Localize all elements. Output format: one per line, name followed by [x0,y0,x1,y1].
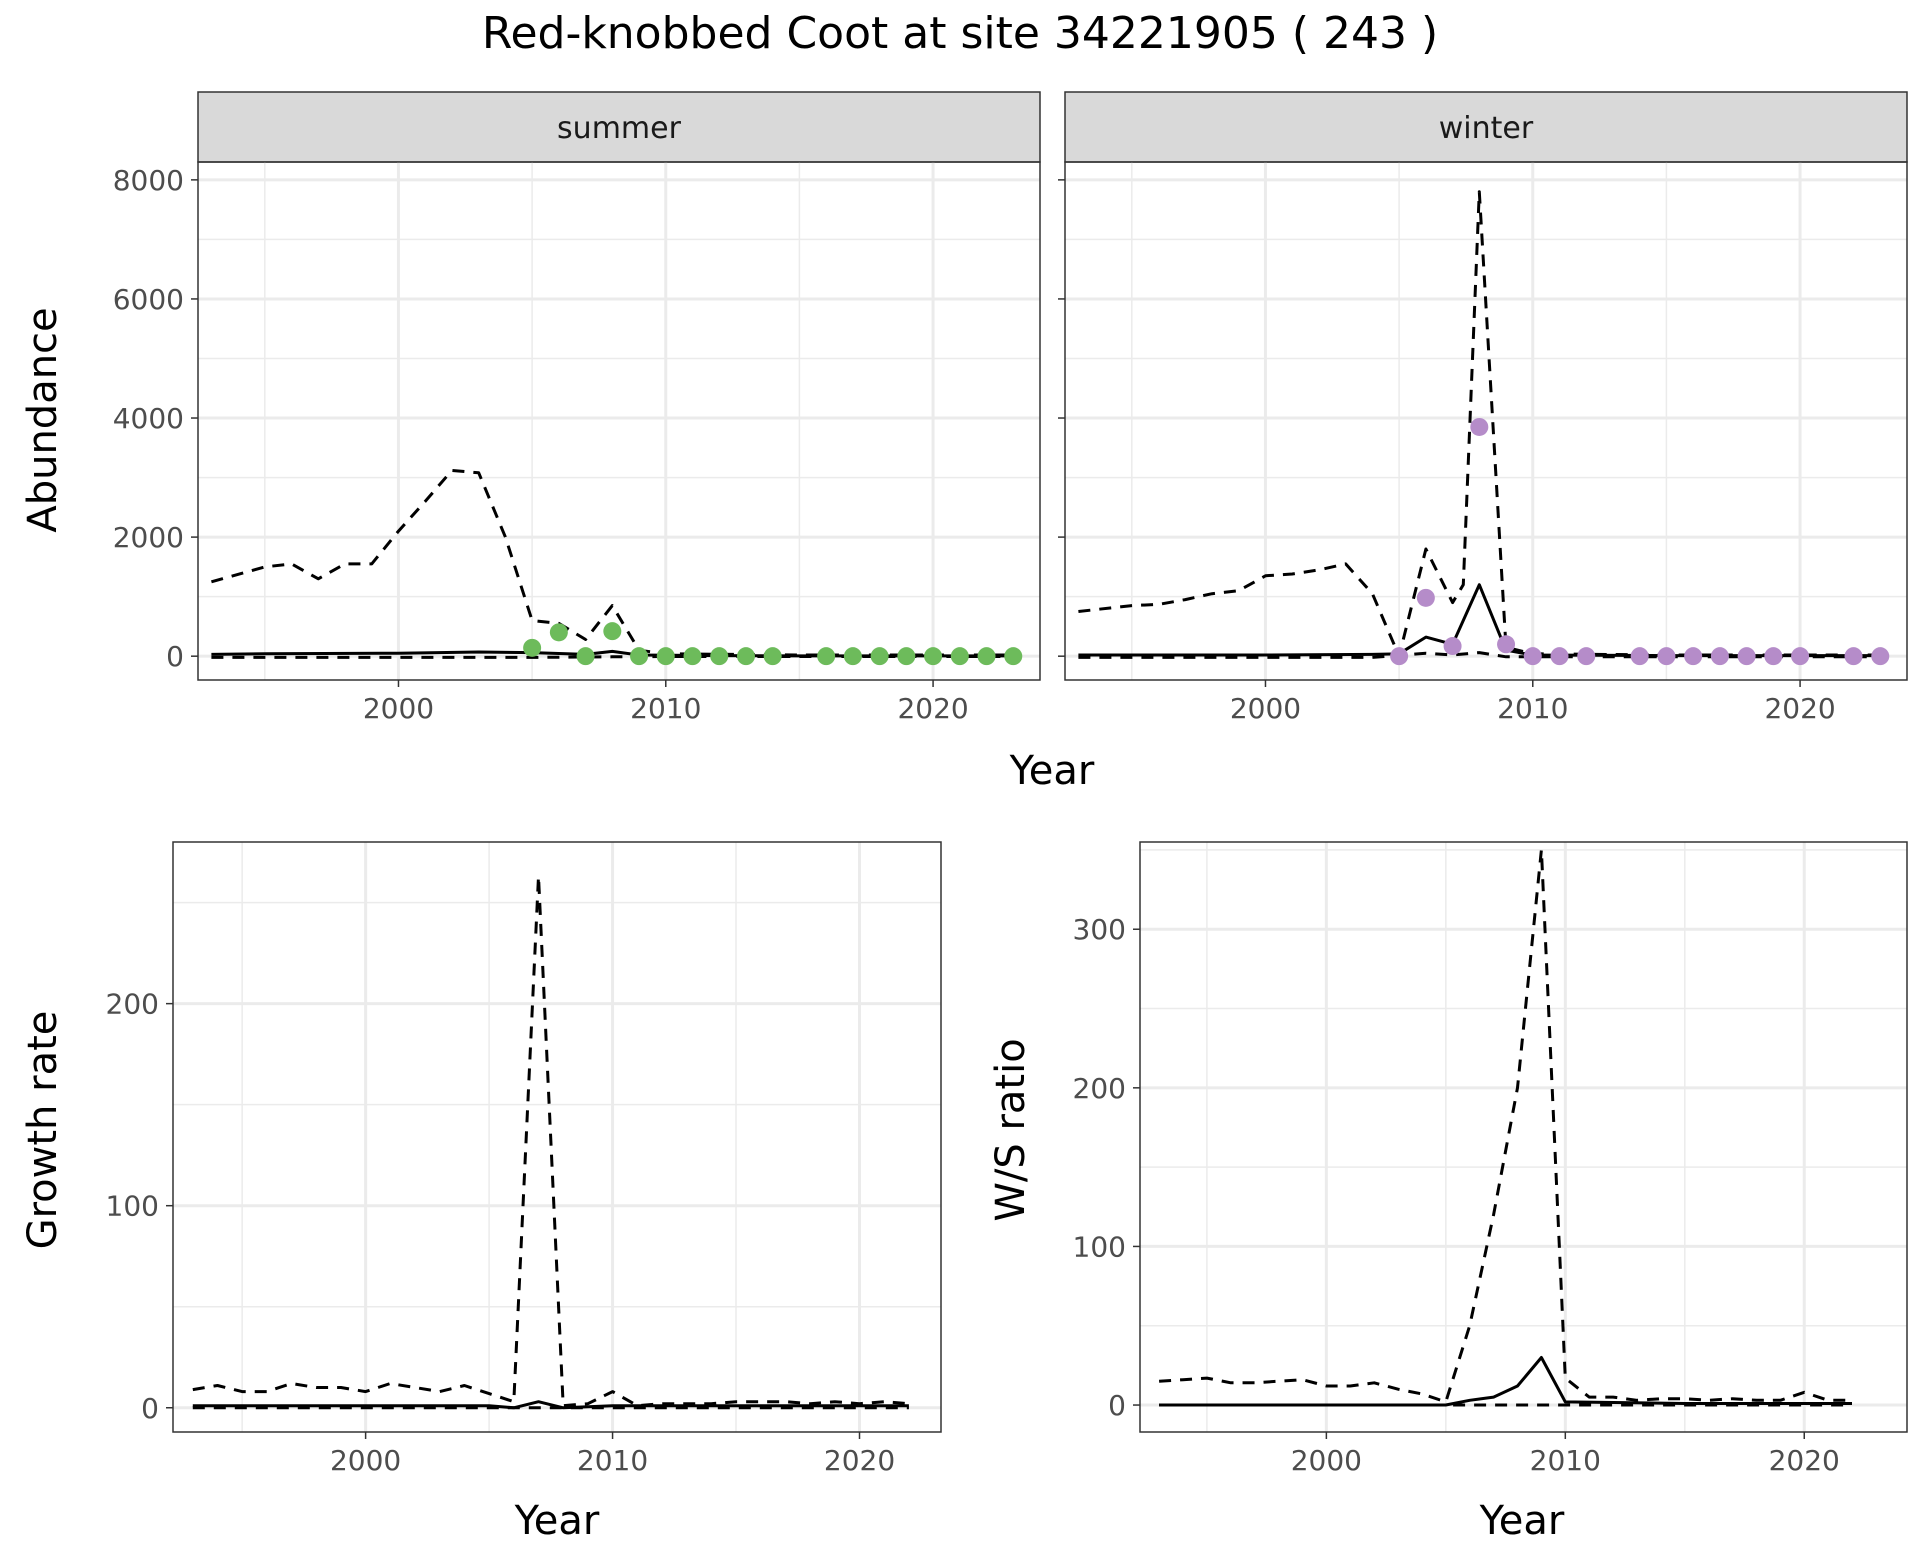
summer-data-point [950,647,969,666]
ratio-y-tick-label: 300 [1073,913,1126,946]
winter-x-tick-label: 2000 [1230,692,1301,725]
summer-x-tick-label: 2010 [630,692,701,725]
growth-panel-border [172,841,942,1433]
summer-data-point [924,647,943,666]
summer-data-point [870,647,889,666]
plot-ratio: 2000 2010 2020 0 100 200 300 [1073,841,1908,1477]
ratio-series-solid-line-0 [1159,1356,1852,1407]
winter-data-point [1523,647,1542,666]
growth-ylabel: Growth rate [20,1011,66,1250]
summer-y-tick-label: 0 [166,640,184,673]
winter-data-point [1443,637,1462,656]
growth-series-solid-line-0 [192,1400,909,1410]
summer-data-point [710,647,729,666]
winter-data-point [1577,647,1596,666]
summer-data-point [549,623,568,642]
ratio-y-tick-label: 0 [1108,1389,1126,1422]
summer-y-tick-label: 2000 [113,521,184,554]
summer-data-point [817,647,836,666]
summer-y-tick-label: 8000 [113,164,184,197]
ratio-y-tick-label: 100 [1073,1230,1126,1263]
ratio-y-tick-label: 200 [1073,1072,1126,1105]
winter-data-point [1630,647,1649,666]
summer-data-point [656,647,675,666]
growth-x-tick-label: 2020 [824,1444,895,1477]
summer-data-point [683,647,702,666]
panel-winter: winter 2000 2010 2020 [1058,91,1908,725]
winter-data-point [1737,647,1756,666]
ratio-x-tick-label: 2020 [1769,1444,1840,1477]
top-ylabel: Abundance [20,307,66,532]
winter-data-point [1710,647,1729,666]
growth-x-tick-label: 2000 [330,1444,401,1477]
winter-data-point [1764,647,1783,666]
winter-data-point [1844,647,1863,666]
winter-series-dashed-line-2 [1078,190,1881,658]
ratio-series-dashed-line-2 [1159,848,1852,1404]
growth-x-tick-label: 2010 [577,1444,648,1477]
plot-growth: 2000 2010 2020 0 100 200 [106,841,942,1477]
strip-summer-bg [197,91,1041,163]
summer-x-tick-label: 2000 [363,692,434,725]
strip-winter-label: winter [1439,111,1534,146]
ratio-ylabel: W/S ratio [988,1038,1034,1221]
winter-data-point [1416,588,1435,607]
ratio-panel-border [1139,841,1908,1433]
winter-data-point [1497,635,1516,654]
summer-x-tick-label: 2020 [897,692,968,725]
growth-xlabel: Year [514,1498,600,1544]
winter-data-point [1390,647,1409,666]
winter-data-point [1550,647,1569,666]
winter-data-point [1470,417,1489,436]
plot-summer: 2000 2010 2020 0 2000 4000 6000 8000 [113,161,1041,725]
summer-data-point [576,647,595,666]
summer-panel-border [197,161,1041,681]
winter-data-point [1684,647,1703,666]
chart-title: Red-knobbed Coot at site 34221905 ( 243 … [482,8,1438,59]
strip-summer-label: summer [557,111,682,146]
summer-y-tick-label: 6000 [113,283,184,316]
strip-winter-bg [1064,91,1908,163]
summer-data-point [523,638,542,657]
growth-y-tick-label: 100 [106,1190,159,1223]
top-xlabel: Year [1009,748,1095,794]
summer-data-point [897,647,916,666]
summer-data-point [603,622,622,641]
ratio-x-tick-label: 2010 [1530,1444,1601,1477]
winter-data-point [1871,647,1890,666]
winter-panel-border [1064,161,1908,681]
panel-summer: summer 2000 2010 2020 0 2000 4000 6000 8000 [113,91,1041,725]
summer-data-point [843,647,862,666]
summer-data-point [630,647,649,666]
summer-data-point [1004,647,1023,666]
summer-y-tick-label: 4000 [113,402,184,435]
winter-series-solid-line-0 [1078,583,1881,658]
winter-data-point [1657,647,1676,666]
winter-x-tick-label: 2020 [1764,692,1835,725]
winter-x-tick-label: 2010 [1497,692,1568,725]
panel-ratio: 2000 2010 2020 0 100 200 300 Year W/S ratio [988,841,1908,1544]
summer-data-point [736,647,755,666]
ratio-x-tick-label: 2000 [1291,1444,1362,1477]
winter-data-point [1791,647,1810,666]
panel-growth: 2000 2010 2020 0 100 200 Year Growth rate [20,841,942,1544]
plot-winter: 2000 2010 2020 [1058,161,1908,725]
growth-y-tick-label: 0 [141,1392,159,1425]
ratio-xlabel: Year [1479,1498,1565,1544]
summer-data-point [763,647,782,666]
summer-data-point [977,647,996,666]
growth-y-tick-label: 200 [106,988,159,1021]
growth-series-dashed-line-2 [192,874,910,1408]
